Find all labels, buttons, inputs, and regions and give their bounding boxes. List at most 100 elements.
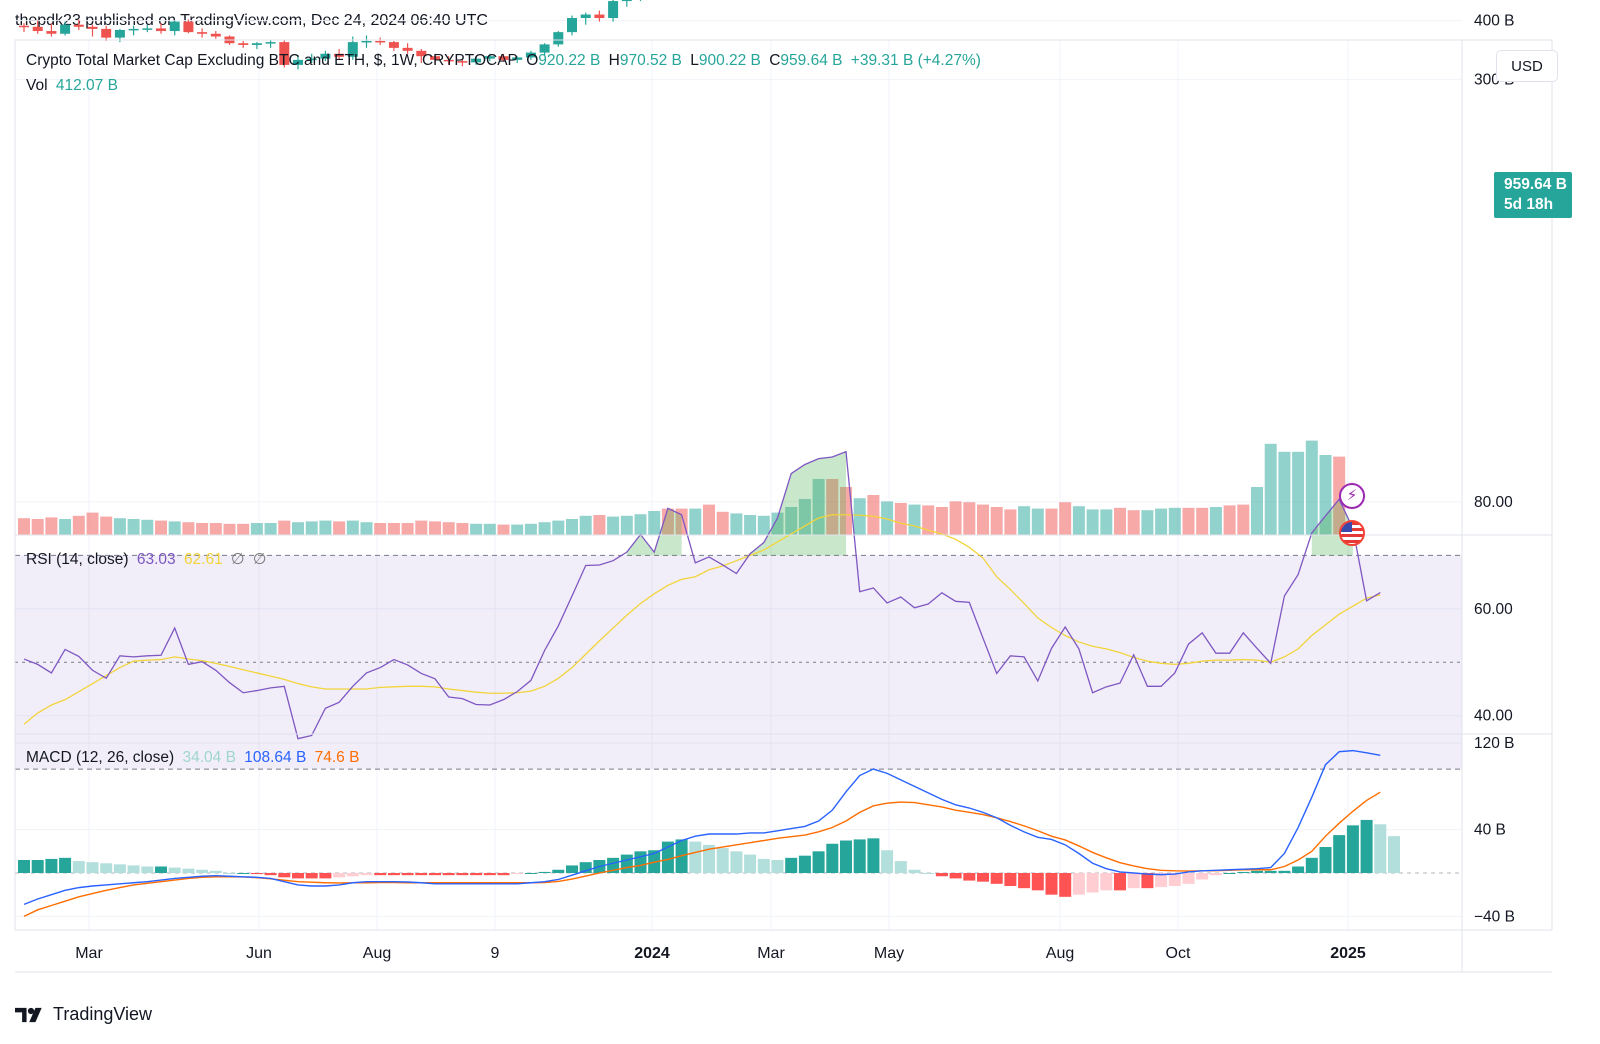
volume-bar — [867, 495, 880, 535]
macd-histogram-bar — [826, 843, 839, 873]
candle-body — [73, 24, 84, 27]
time-axis-label: 9 — [491, 945, 500, 962]
macd-histogram-bar — [730, 851, 743, 873]
close-value: 959.64 B — [780, 52, 843, 69]
macd-histogram-bar — [812, 851, 825, 873]
time-axis-label: 2024 — [634, 945, 670, 962]
macd-histogram-bar — [977, 873, 989, 882]
volume-bar — [319, 520, 332, 535]
volume-bar — [374, 523, 387, 535]
macd-histogram-bar — [1045, 873, 1058, 895]
volume-bar — [935, 507, 948, 535]
symbol-title: Crypto Total Market Cap Excluding BTC an… — [26, 52, 518, 69]
volume-bar — [977, 504, 989, 535]
macd-histogram-bar — [908, 869, 921, 873]
macd-histogram-bar — [1305, 857, 1318, 873]
macd-histogram-bar — [237, 873, 250, 874]
macd-histogram-bar — [840, 840, 852, 873]
volume-bar — [757, 515, 770, 535]
candle-body — [169, 21, 180, 32]
candle-body — [430, 56, 440, 60]
macd-histogram-bar — [456, 873, 469, 876]
macd-histogram-bar — [1004, 873, 1017, 886]
rsi-tick-label: 40.00 — [1474, 708, 1513, 725]
main-legend: Crypto Total Market Cap Excluding BTC an… — [26, 52, 985, 70]
macd-histogram-bar — [798, 855, 811, 873]
macd-pane — [15, 749, 1462, 917]
volume-bar — [607, 516, 620, 535]
volume-bar — [1237, 504, 1250, 535]
macd-histogram-bar — [1292, 866, 1305, 873]
macd-histogram-bar — [579, 862, 592, 873]
time-axis-label: Mar — [75, 945, 103, 962]
volume-bar — [196, 523, 209, 535]
last-price-tag: 959.64 B 5d 18h — [1494, 172, 1572, 218]
volume-bar — [963, 502, 976, 535]
flash-icon[interactable]: ⚡ — [1339, 483, 1365, 509]
candle-body — [498, 56, 509, 60]
volume-bar — [1155, 508, 1168, 535]
macd-histogram-bar — [661, 841, 674, 873]
candle-body — [306, 58, 317, 61]
currency-button[interactable]: USD — [1497, 51, 1557, 81]
rsi-overbought-fill — [750, 451, 846, 556]
volume-bar — [250, 523, 263, 535]
volume-bar — [72, 515, 85, 535]
volume-bar — [675, 508, 688, 535]
time-axis-label: Mar — [757, 945, 785, 962]
volume-bar — [1100, 509, 1113, 535]
volume-bar — [442, 522, 455, 535]
volume-bar — [237, 523, 250, 535]
macd-histogram-bar — [1264, 870, 1277, 873]
us-flag-icon[interactable] — [1339, 520, 1365, 546]
volume-bar — [141, 519, 154, 535]
brand[interactable]: TradingView — [15, 1004, 152, 1025]
candle-body — [512, 57, 523, 60]
candle-body — [457, 61, 468, 63]
volume-bar — [771, 512, 784, 535]
macd-histogram-bar — [442, 873, 455, 876]
volume-bar — [689, 508, 702, 535]
macd-histogram-bar — [1127, 873, 1140, 889]
macd-histogram-bar — [771, 860, 784, 873]
volume-bar — [401, 523, 414, 535]
macd-histogram-bar — [333, 873, 346, 878]
vol-label: Vol — [26, 77, 48, 94]
candle-body — [238, 43, 249, 45]
volume-bar — [1305, 440, 1318, 535]
volume-bar — [1031, 508, 1044, 535]
candle-body — [114, 29, 125, 38]
volume-bar — [785, 507, 798, 535]
volume-bar — [305, 521, 318, 535]
macd-histogram-bar — [634, 851, 647, 873]
macd-histogram-bar — [867, 838, 880, 873]
vol-value: 412.07 B — [55, 77, 118, 94]
volume-bar — [387, 523, 400, 535]
volume-bar — [798, 499, 811, 535]
volume-bar — [31, 519, 44, 535]
macd-value: 108.64 B — [244, 749, 307, 766]
macd-histogram-bar — [1223, 873, 1236, 874]
volume-bar — [661, 508, 674, 535]
rsi-ma-line — [23, 514, 1381, 725]
rsi-na-2: ∅ — [252, 551, 267, 568]
macd-histogram-bar — [1251, 870, 1263, 873]
volume-bar — [1127, 510, 1140, 535]
macd-histogram-bar — [1141, 873, 1154, 889]
volume-bar — [634, 514, 647, 535]
candle-body — [608, 1, 619, 19]
volume-bar — [538, 522, 551, 535]
macd-histogram-bar — [113, 864, 126, 873]
volume-bar — [511, 524, 524, 535]
macd-histogram-bar — [1346, 825, 1359, 873]
macd-histogram-bar — [278, 873, 291, 878]
macd-histogram-bar — [1155, 873, 1168, 888]
candle-body — [567, 18, 577, 33]
candle-body — [539, 44, 550, 53]
volume-bar — [881, 501, 894, 535]
macd-histogram-bar — [1114, 873, 1126, 891]
macd-histogram-bar — [168, 867, 181, 873]
macd-histogram-bar — [470, 873, 483, 876]
macd-histogram-bar — [45, 858, 58, 873]
